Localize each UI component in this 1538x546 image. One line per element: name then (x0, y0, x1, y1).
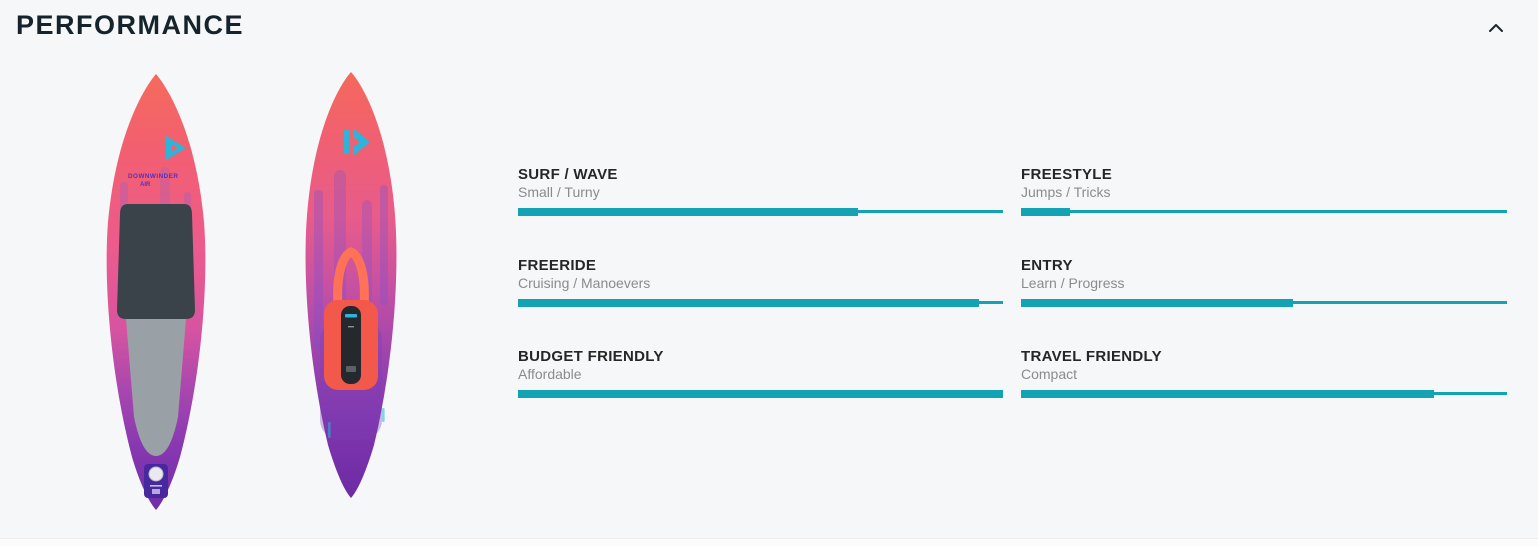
chevron-up-icon (1488, 23, 1504, 33)
duotone-logo-icon (166, 136, 186, 160)
board-front-image: DOWNWINDER AIR (106, 74, 206, 510)
performance-bar-fill (518, 390, 1003, 398)
performance-bar-fill (1021, 299, 1294, 307)
performance-bar-fill (1021, 208, 1070, 216)
section-divider (0, 538, 1538, 546)
performance-bar-fill (1021, 390, 1435, 398)
page-title: PERFORMANCE (16, 10, 245, 40)
performance-bar (1021, 208, 1507, 216)
board-model-label: DOWNWINDER (128, 173, 178, 180)
performance-item-freestyle: FREESTYLE Jumps / Tricks (1021, 166, 1507, 221)
performance-title: ENTRY (1021, 257, 1073, 274)
board-model-sublabel: AIR (140, 182, 151, 188)
deck-pad-dark (117, 204, 195, 319)
performance-item-travel-friendly: TRAVEL FRIENDLY Compact (1021, 348, 1507, 403)
performance-bar (1021, 390, 1507, 398)
performance-grid: SURF / WAVE Small / Turny FREESTYLE Jump… (518, 166, 1507, 403)
collapse-section-button[interactable] (1484, 18, 1508, 38)
performance-title: SURF / WAVE (518, 166, 618, 183)
valve-patch (144, 464, 168, 498)
performance-item-freeride: FREERIDE Cruising / Manoevers (518, 257, 1003, 312)
performance-title: FREESTYLE (1021, 166, 1113, 183)
performance-subtitle: Compact (1021, 366, 1078, 382)
performance-title: FREERIDE (518, 257, 597, 274)
performance-bar-fill (518, 299, 979, 307)
performance-bar (518, 208, 1003, 216)
performance-item-budget-friendly: BUDGET FRIENDLY Affordable (518, 348, 1003, 403)
section-header: PERFORMANCE (0, 10, 1538, 54)
performance-subtitle: Jumps / Tricks (1021, 184, 1111, 200)
duotone-logo-icon (344, 128, 370, 156)
performance-item-surf-wave: SURF / WAVE Small / Turny (518, 166, 1003, 221)
performance-subtitle: Learn / Progress (1021, 275, 1125, 291)
performance-title: BUDGET FRIENDLY (518, 348, 664, 365)
performance-bar (1021, 299, 1507, 307)
performance-bar (518, 299, 1003, 307)
performance-bar (518, 390, 1003, 398)
board-tail-marks (328, 408, 385, 438)
performance-subtitle: Small / Turny (518, 184, 600, 200)
performance-item-entry: ENTRY Learn / Progress (1021, 257, 1507, 312)
board-outline (305, 72, 397, 498)
deck-pad-light (126, 319, 186, 456)
performance-subtitle: Affordable (518, 366, 582, 382)
board-back-image (305, 72, 397, 498)
performance-bar-fill (518, 208, 858, 216)
performance-title: TRAVEL FRIENDLY (1021, 348, 1162, 365)
performance-subtitle: Cruising / Manoevers (518, 275, 651, 291)
center-fin (324, 247, 378, 390)
performance-bar-track (1021, 210, 1507, 213)
